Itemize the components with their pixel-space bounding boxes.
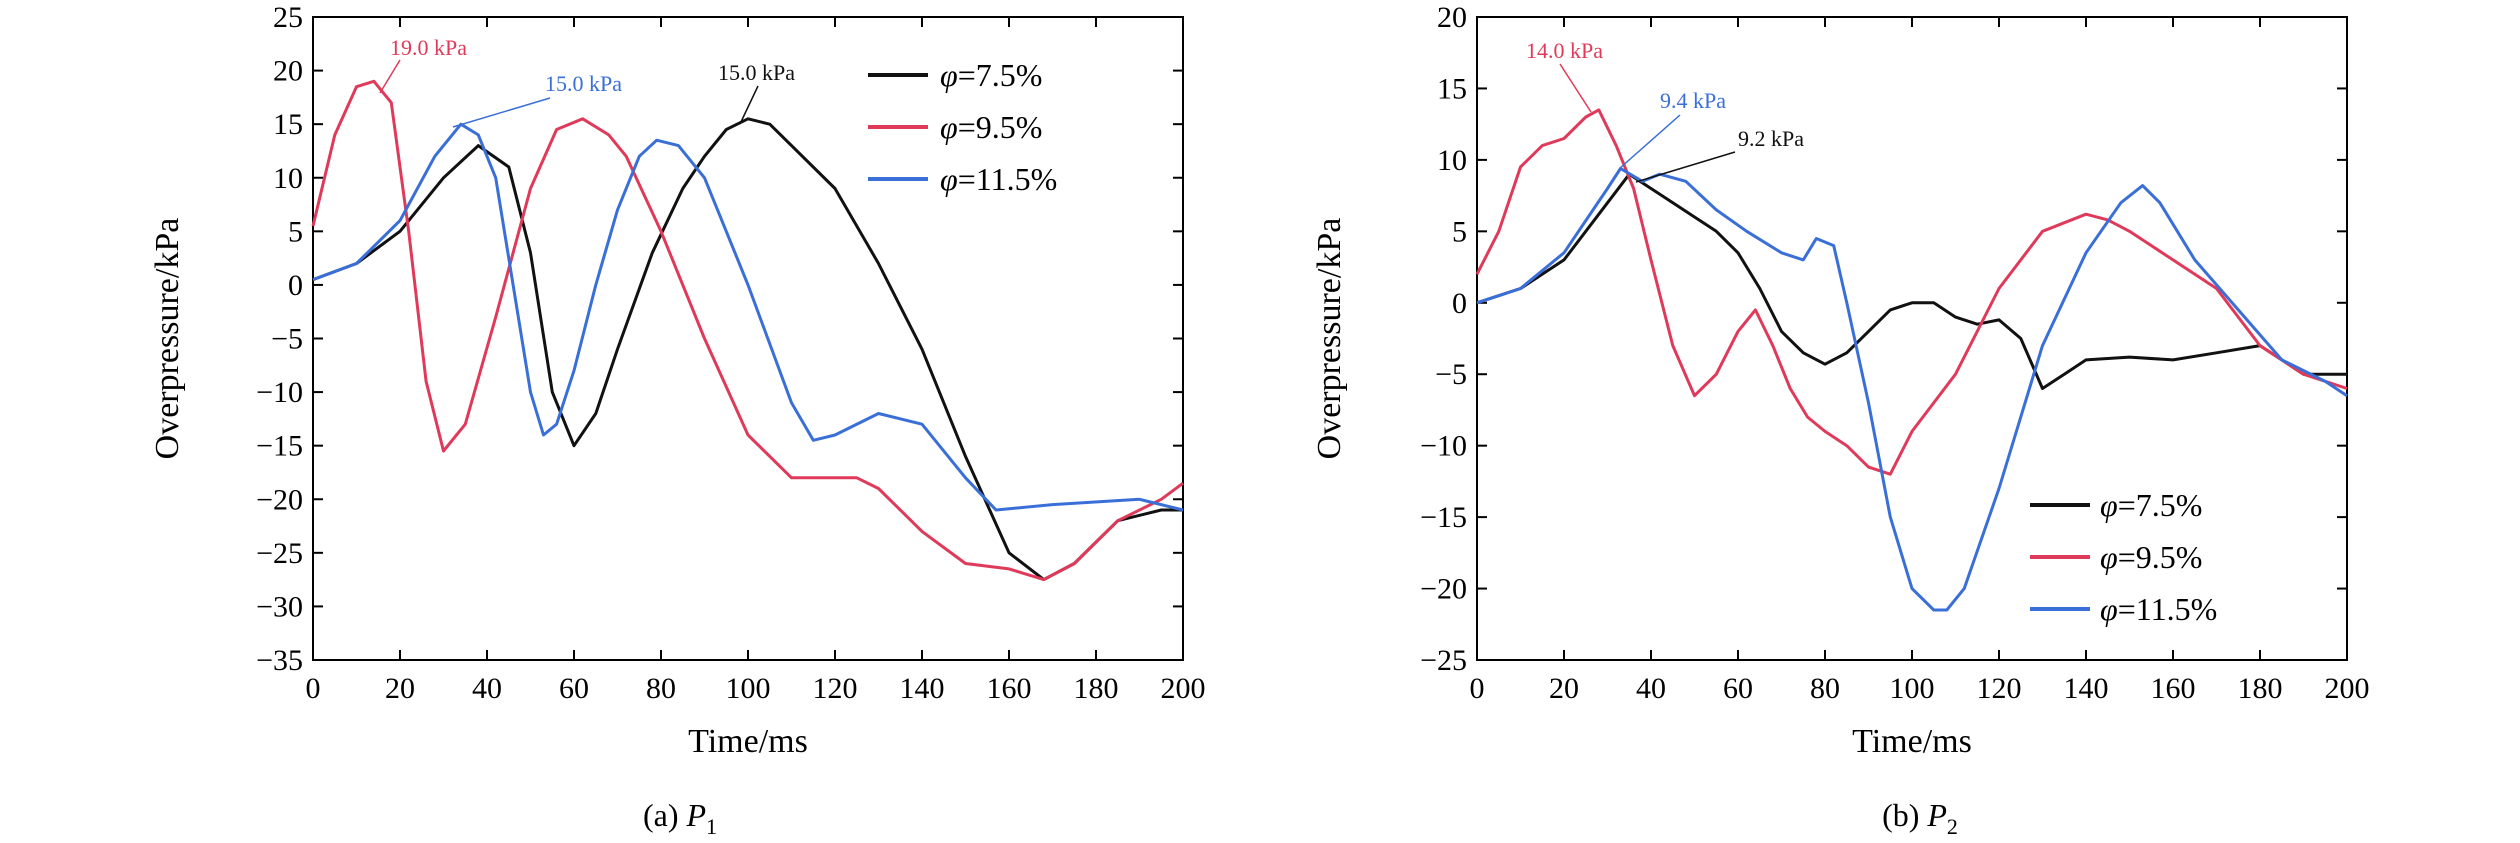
x-axis-label: Time/ms bbox=[1852, 723, 1972, 760]
y-tick-label: 15 bbox=[1437, 72, 1467, 105]
legend-value: =7.5% bbox=[2118, 487, 2203, 523]
chart-panel-b: 0 20 40 60 80 100 120 140 160 180 200 20 15 10 5 0 −5 −10… bbox=[1311, 1, 2370, 839]
legend-phi: φ bbox=[2100, 487, 2118, 523]
y-tick-label: −15 bbox=[256, 430, 303, 463]
x-axis-label: Time/ms bbox=[688, 723, 808, 760]
annotation-label: 15.0 kPa bbox=[718, 60, 795, 85]
legend-value: =7.5% bbox=[958, 57, 1043, 93]
plot-frame bbox=[1476, 16, 2348, 661]
plot-frame bbox=[312, 16, 1184, 661]
y-tick-label: −5 bbox=[271, 323, 303, 356]
annotation-leader bbox=[452, 97, 551, 128]
series-line-2 bbox=[1475, 108, 2348, 476]
x-tick-label: 180 bbox=[2238, 672, 2283, 705]
caption-subscript: 2 bbox=[1947, 814, 1958, 839]
y-tick-label: −35 bbox=[256, 644, 303, 677]
legend-label: φ=7.5% bbox=[940, 57, 1042, 93]
y-tick-label: −5 bbox=[1435, 358, 1467, 391]
x-tick-label: 80 bbox=[1810, 672, 1840, 705]
annotation-label: 15.0 kPa bbox=[545, 71, 622, 96]
y-tick-label: 25 bbox=[273, 1, 303, 34]
y-tick-label: −25 bbox=[256, 537, 303, 570]
annotation-leader bbox=[1619, 114, 1681, 169]
x-tick-label: 120 bbox=[813, 672, 858, 705]
legend-value: =9.5% bbox=[2118, 539, 2203, 575]
x-tick-label: 80 bbox=[646, 672, 676, 705]
legend-label: φ=9.5% bbox=[940, 109, 1042, 145]
caption-prefix: (a) bbox=[643, 797, 687, 833]
annotation-leader bbox=[1559, 63, 1592, 113]
legend-label: φ=11.5% bbox=[2100, 591, 2217, 627]
legend-label: φ=7.5% bbox=[2100, 487, 2202, 523]
caption-main: P bbox=[1926, 797, 1947, 833]
legend-phi: φ bbox=[940, 161, 958, 197]
y-axis-label: Overpressure/kPa bbox=[149, 218, 186, 460]
x-tick-label: 60 bbox=[1723, 672, 1753, 705]
caption-main: P bbox=[685, 797, 706, 833]
caption-prefix: (b) bbox=[1882, 797, 1927, 833]
x-tick-label: 0 bbox=[1470, 672, 1485, 705]
series-line-3 bbox=[312, 122, 1184, 512]
annotation-label: 14.0 kPa bbox=[1526, 38, 1603, 63]
annotation-label: 9.4 kPa bbox=[1660, 88, 1726, 113]
y-tick-label: 0 bbox=[1452, 287, 1467, 320]
y-tick-label: 10 bbox=[1437, 144, 1467, 177]
legend-phi: φ bbox=[2100, 539, 2118, 575]
y-tick-label: −10 bbox=[1420, 430, 1467, 463]
annotation-leader bbox=[379, 59, 401, 94]
x-tick-label: 200 bbox=[1161, 672, 1206, 705]
annotation-leader bbox=[1635, 151, 1736, 183]
x-tick-label: 100 bbox=[726, 672, 771, 705]
y-tick-label: 15 bbox=[273, 108, 303, 141]
legend-value: =11.5% bbox=[2118, 591, 2218, 627]
x-tick-label: 20 bbox=[385, 672, 415, 705]
x-tick-label: 0 bbox=[306, 672, 321, 705]
y-tick-label: −20 bbox=[256, 483, 303, 516]
legend-phi: φ bbox=[2100, 591, 2118, 627]
legend-value: =9.5% bbox=[958, 109, 1043, 145]
annotation-label: 9.2 kPa bbox=[1738, 126, 1804, 151]
legend-value: =11.5% bbox=[958, 161, 1058, 197]
panel-caption: (b) P2 bbox=[1882, 797, 1958, 839]
x-tick-label: 40 bbox=[1636, 672, 1666, 705]
x-tick-label: 100 bbox=[1890, 672, 1935, 705]
y-tick-label: 0 bbox=[288, 269, 303, 302]
legend-phi: φ bbox=[940, 57, 958, 93]
x-tick-label: 120 bbox=[1977, 672, 2022, 705]
x-tick-label: 160 bbox=[987, 672, 1032, 705]
y-tick-label: 10 bbox=[273, 162, 303, 195]
x-tick-label: 140 bbox=[2064, 672, 2109, 705]
y-tick-label: 5 bbox=[288, 215, 303, 248]
y-tick-label: −15 bbox=[1420, 501, 1467, 534]
y-tick-label: 5 bbox=[1452, 215, 1467, 248]
y-tick-label: 20 bbox=[1437, 1, 1467, 34]
legend-label: φ=11.5% bbox=[940, 161, 1057, 197]
x-tick-label: 180 bbox=[1074, 672, 1119, 705]
legend-label: φ=9.5% bbox=[2100, 539, 2202, 575]
panel-caption: (a) P1 bbox=[643, 797, 717, 839]
x-tick-label: 140 bbox=[900, 672, 945, 705]
series-line-1 bbox=[1476, 172, 2347, 390]
y-tick-label: −30 bbox=[256, 590, 303, 623]
annotation-label: 19.0 kPa bbox=[390, 35, 467, 60]
x-tick-label: 200 bbox=[2325, 672, 2370, 705]
y-tick-label: −20 bbox=[1420, 573, 1467, 606]
annotation-leader bbox=[739, 85, 759, 125]
y-tick-label: −10 bbox=[256, 376, 303, 409]
caption-subscript: 1 bbox=[706, 814, 717, 839]
y-tick-label: −25 bbox=[1420, 644, 1467, 677]
legend-phi: φ bbox=[940, 109, 958, 145]
y-axis-label: Overpressure/kPa bbox=[1311, 218, 1348, 460]
y-tick-label: 20 bbox=[273, 55, 303, 88]
x-tick-label: 160 bbox=[2151, 672, 2196, 705]
chart-panel-a: 0 20 40 60 80 100 120 140 160 180 200 25 20 15 10 5 0 −5 −… bbox=[149, 1, 1206, 839]
x-tick-label: 60 bbox=[559, 672, 589, 705]
series-line-1 bbox=[312, 117, 1183, 582]
series-line-3 bbox=[1476, 167, 2348, 612]
x-tick-label: 40 bbox=[472, 672, 502, 705]
x-tick-label: 20 bbox=[1549, 672, 1579, 705]
